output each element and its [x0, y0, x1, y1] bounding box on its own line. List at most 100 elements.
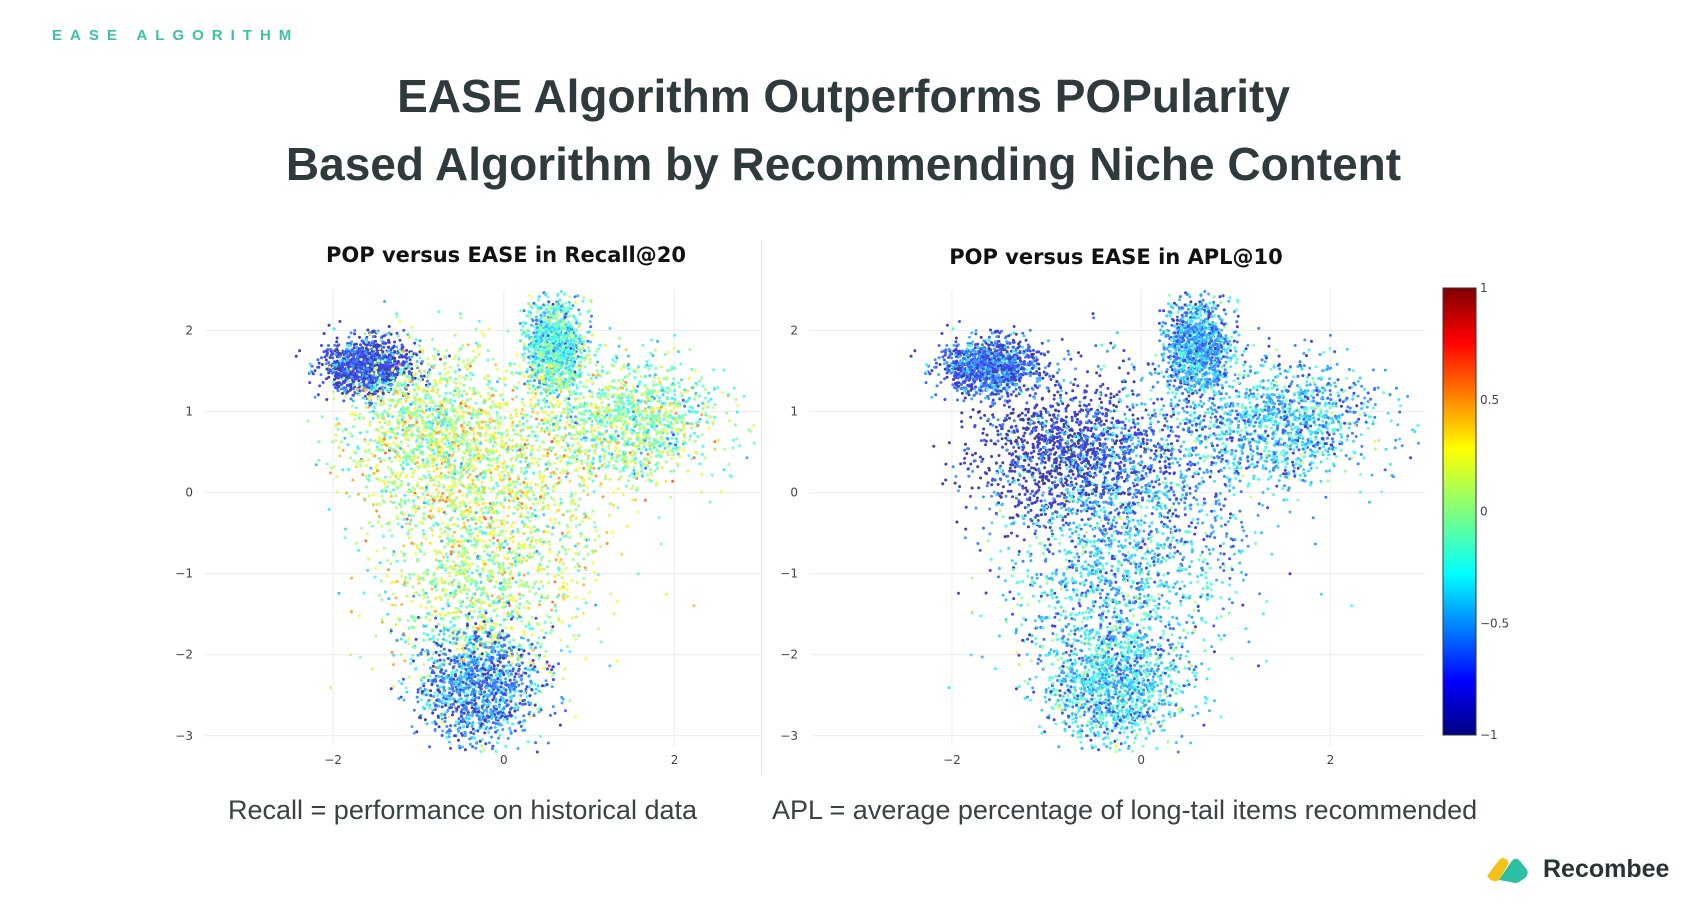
data-point: [655, 432, 659, 436]
data-point: [562, 407, 566, 411]
data-point: [557, 363, 561, 367]
data-point: [338, 349, 342, 353]
data-point: [704, 396, 708, 400]
data-point: [583, 349, 586, 353]
data-point: [404, 363, 408, 367]
data-point: [730, 475, 733, 479]
data-point: [656, 400, 660, 403]
data-point: [574, 552, 577, 555]
data-point: [593, 428, 596, 432]
data-point: [413, 402, 417, 406]
data-point: [379, 403, 383, 407]
data-point: [530, 317, 534, 321]
data-point: [428, 473, 431, 477]
data-point: [691, 410, 695, 414]
data-point: [589, 464, 593, 468]
data-point: [381, 374, 384, 378]
data-point: [458, 374, 462, 378]
data-point: [634, 370, 638, 374]
data-point: [621, 457, 625, 461]
data-point: [666, 350, 670, 354]
data-point: [414, 423, 418, 427]
data-point: [433, 357, 437, 361]
data-point: [558, 418, 562, 422]
data-point: [308, 381, 312, 385]
scatter-points: [294, 290, 756, 754]
data-point: [388, 364, 392, 368]
data-point: [409, 380, 413, 383]
data-point: [618, 397, 622, 401]
data-point: [418, 356, 422, 360]
data-point: [365, 343, 369, 347]
data-point: [468, 500, 472, 504]
data-point: [663, 423, 667, 427]
data-point: [371, 376, 375, 380]
data-point: [548, 379, 552, 383]
data-point: [534, 315, 538, 319]
data-point: [370, 367, 374, 371]
data-point: [638, 427, 642, 431]
data-point: [694, 391, 698, 395]
data-point: [401, 448, 405, 452]
data-point: [468, 386, 472, 390]
data-point: [401, 405, 405, 409]
data-point: [695, 421, 699, 425]
data-point: [571, 360, 575, 364]
data-point: [466, 343, 470, 347]
data-point: [627, 395, 631, 399]
data-point: [570, 349, 574, 353]
data-point: [515, 353, 519, 357]
data-point: [380, 443, 384, 447]
data-point: [597, 387, 601, 391]
data-point: [345, 347, 349, 351]
data-point: [614, 467, 618, 471]
data-point: [654, 418, 658, 421]
data-point: [446, 461, 450, 465]
y-tick-label: −3: [175, 729, 193, 743]
data-point: [660, 365, 664, 369]
x-tick-label: 2: [671, 753, 679, 767]
data-point: [675, 437, 678, 441]
data-point: [336, 427, 340, 431]
data-point: [344, 354, 348, 358]
data-point: [489, 479, 493, 482]
data-point: [555, 314, 559, 318]
data-point: [590, 314, 593, 318]
data-point: [664, 460, 668, 464]
data-point: [495, 411, 499, 415]
data-point: [334, 433, 338, 437]
data-point: [511, 445, 515, 448]
data-point: [665, 432, 669, 435]
data-point: [453, 399, 457, 403]
data-point: [457, 395, 461, 398]
data-point: [440, 507, 444, 511]
data-point: [634, 407, 638, 411]
data-point: [399, 368, 403, 372]
data-point: [426, 385, 430, 389]
data-point: [623, 419, 627, 423]
data-point: [361, 340, 365, 344]
data-point: [681, 398, 685, 402]
data-point: [367, 448, 371, 452]
data-point: [612, 409, 615, 413]
data-point: [497, 431, 500, 435]
data-point: [535, 417, 538, 421]
data-point: [387, 338, 391, 342]
data-point: [456, 411, 460, 415]
data-point: [397, 363, 401, 367]
data-point: [444, 420, 448, 424]
data-point: [353, 417, 357, 421]
data-point: [400, 479, 404, 483]
data-point: [561, 322, 565, 326]
data-point: [412, 469, 416, 473]
data-point: [573, 295, 577, 299]
data-point: [429, 443, 433, 447]
data-point: [557, 427, 561, 431]
data-point: [487, 486, 491, 490]
data-point: [493, 426, 497, 430]
data-point: [318, 384, 322, 388]
data-point: [472, 408, 475, 412]
data-point: [559, 381, 562, 385]
data-point: [432, 354, 435, 358]
data-point: [698, 462, 702, 466]
